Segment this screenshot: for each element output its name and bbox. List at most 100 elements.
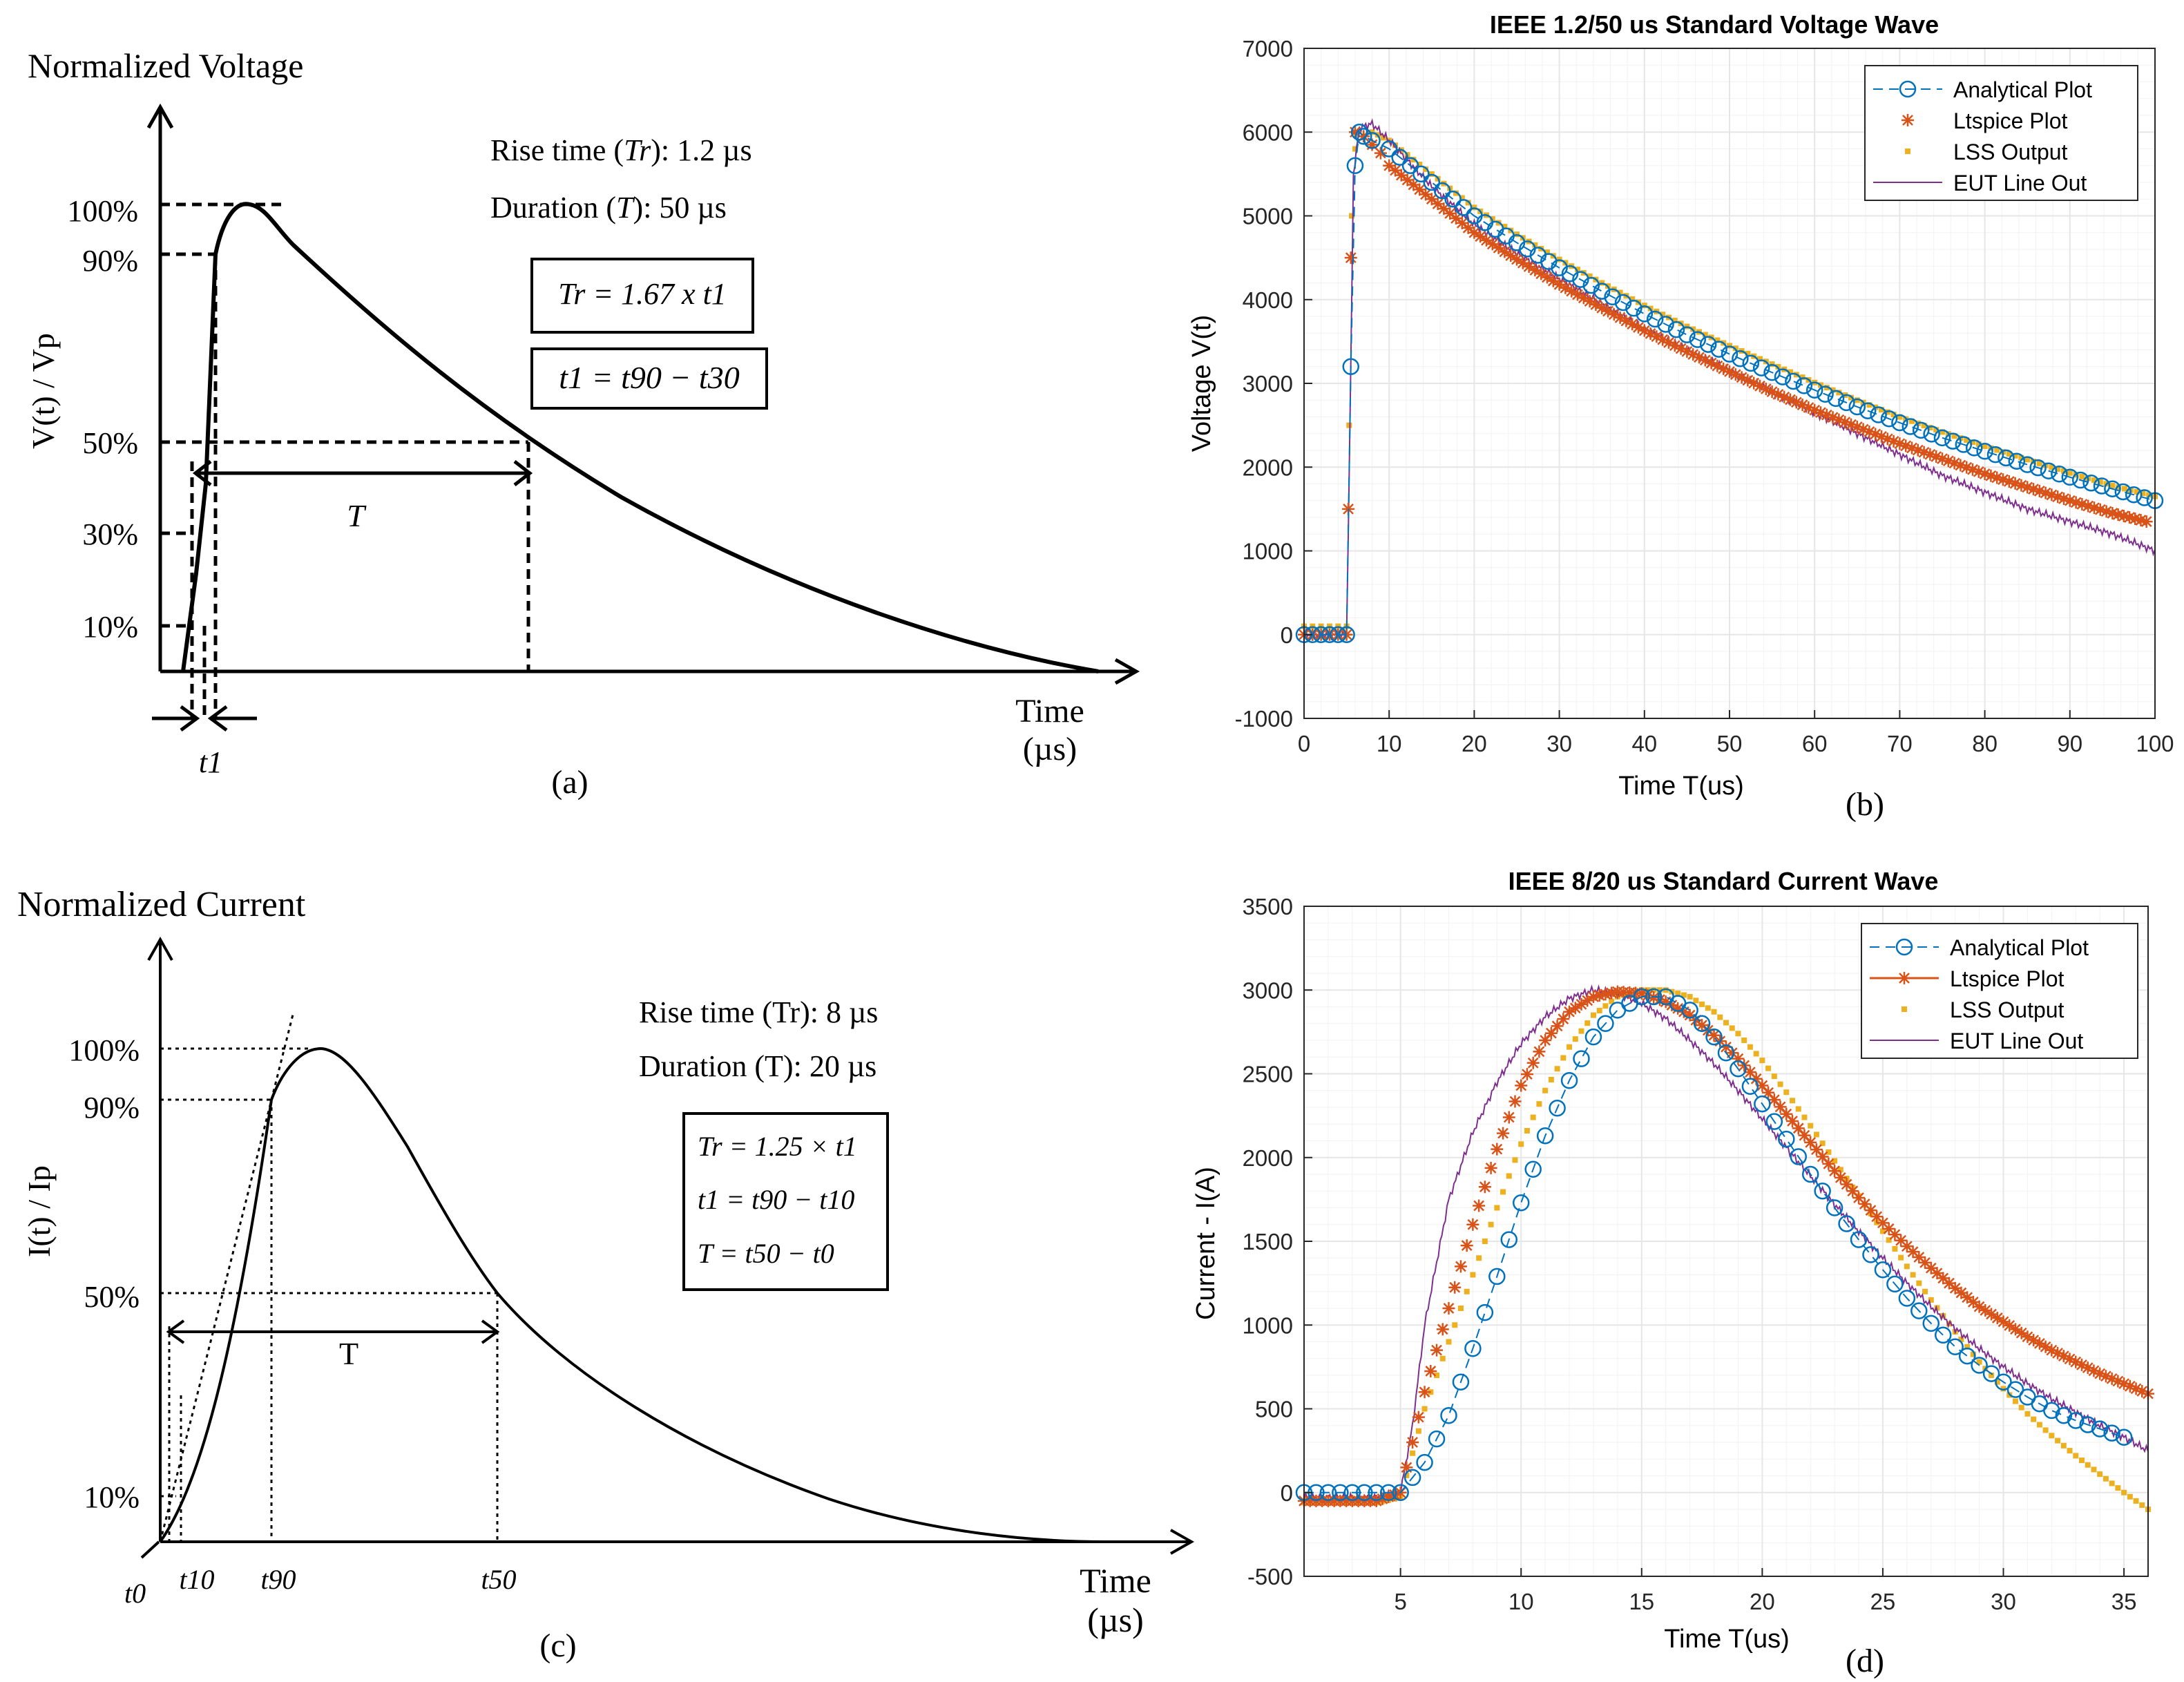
data-point bbox=[2081, 1361, 2094, 1375]
data-point bbox=[1565, 285, 1578, 298]
panel-a-formula-1: Tr = 1.67 x t1 bbox=[558, 277, 727, 311]
data-point bbox=[1810, 1143, 1823, 1156]
data-point bbox=[1795, 1106, 1801, 1112]
data-point bbox=[1975, 441, 1982, 447]
data-point bbox=[1340, 628, 1353, 641]
panel-c-guides bbox=[159, 1011, 499, 1542]
data-point bbox=[1982, 443, 1988, 449]
y-tick-label: 4000 bbox=[1243, 287, 1293, 313]
data-point bbox=[1549, 1099, 1566, 1117]
data-point bbox=[1965, 439, 1983, 457]
series-line bbox=[1304, 995, 2125, 1493]
data-point bbox=[1657, 316, 1674, 333]
data-point bbox=[2125, 486, 2143, 504]
data-point bbox=[1930, 450, 1943, 463]
data-point bbox=[1921, 422, 1927, 428]
panel-c-y-label: I(t) / Ip bbox=[21, 1165, 57, 1257]
data-point bbox=[1687, 993, 1693, 1000]
data-point bbox=[1747, 1044, 1753, 1050]
data-point bbox=[1656, 333, 1669, 346]
panel-a-ytick-30: 30% bbox=[82, 517, 138, 551]
data-point bbox=[1790, 1098, 1796, 1104]
panel-c-formula-box bbox=[682, 1112, 889, 1291]
panel-a-x-arrow bbox=[1114, 658, 1140, 685]
data-point bbox=[1356, 1484, 1373, 1501]
data-point bbox=[1754, 1095, 1771, 1113]
data-point bbox=[2103, 1424, 2120, 1442]
data-point bbox=[1970, 439, 1975, 446]
legend-label: LSS Output bbox=[1953, 140, 2068, 164]
data-point bbox=[1880, 410, 1898, 428]
data-point bbox=[1786, 1115, 1799, 1128]
data-point bbox=[1745, 350, 1751, 356]
data-point bbox=[1573, 1050, 1590, 1067]
y-tick-label: 0 bbox=[1281, 622, 1293, 648]
data-point bbox=[1423, 166, 1428, 172]
data-point bbox=[1742, 354, 1760, 372]
data-point bbox=[1859, 402, 1877, 419]
data-point bbox=[1653, 993, 1666, 1006]
data-point bbox=[2082, 499, 2095, 513]
legend-item: Ltspice Plot bbox=[1870, 966, 2065, 991]
data-point bbox=[1613, 311, 1627, 324]
data-point bbox=[1423, 173, 1441, 191]
chart-b-ticks: 0 10 20 30 40 50 60 70 80 90 100-10000100020003000… bbox=[1235, 36, 2174, 756]
data-point bbox=[1563, 1005, 1576, 1018]
y-tick-label: 3500 bbox=[1243, 894, 1293, 919]
data-point bbox=[2006, 451, 2012, 457]
data-point bbox=[1665, 999, 1678, 1012]
data-point bbox=[1707, 1029, 1721, 1042]
panel-a-caption: (a) bbox=[551, 764, 588, 801]
data-point bbox=[2127, 1493, 2133, 1500]
data-point bbox=[1454, 1260, 1467, 1273]
data-point bbox=[1857, 423, 1870, 436]
panel-c-t50-label: t50 bbox=[481, 1564, 516, 1595]
data-point bbox=[1891, 414, 1908, 432]
y-tick-label: 1000 bbox=[1243, 1312, 1293, 1338]
chart-d-current-wave: IEEE 8/20 us Standard Current Wave 5 10 15… bbox=[1191, 867, 2154, 1679]
data-point bbox=[1874, 1261, 1892, 1279]
x-tick-label: 30 bbox=[1546, 731, 1572, 756]
data-point bbox=[1942, 1277, 1955, 1290]
panel-c-current-curve bbox=[159, 1047, 1106, 1543]
data-point bbox=[1998, 449, 2015, 467]
data-point bbox=[1506, 1173, 1512, 1179]
data-point bbox=[1587, 990, 1600, 1003]
data-point bbox=[1840, 1178, 1853, 1191]
data-point bbox=[2094, 1367, 2107, 1380]
data-point bbox=[1765, 1065, 1772, 1071]
panel-a-guides bbox=[160, 202, 530, 718]
data-point bbox=[1424, 1364, 1437, 1377]
data-point bbox=[1774, 1100, 1787, 1114]
data-point bbox=[1480, 233, 1493, 247]
data-point bbox=[1605, 986, 1618, 1000]
data-point bbox=[1976, 1359, 1982, 1365]
data-point bbox=[1910, 1302, 1928, 1319]
data-point bbox=[1683, 1009, 1696, 1022]
data-point bbox=[1875, 430, 1888, 443]
data-point bbox=[1633, 988, 1651, 1006]
data-point bbox=[1890, 412, 1897, 418]
data-point bbox=[1578, 1028, 1584, 1034]
data-point bbox=[1410, 1450, 1416, 1456]
data-point bbox=[1338, 626, 1355, 643]
data-point bbox=[1774, 368, 1792, 385]
data-point bbox=[1817, 385, 1834, 403]
data-point bbox=[1966, 463, 1979, 476]
data-point bbox=[2040, 462, 2058, 479]
data-point bbox=[1895, 1234, 1908, 1247]
series-eut-line-out bbox=[1303, 984, 2149, 1504]
data-point bbox=[1466, 1218, 1479, 1231]
data-point bbox=[1837, 1167, 1843, 1173]
data-point bbox=[1457, 1306, 1464, 1311]
data-point bbox=[1777, 1081, 1783, 1087]
panel-c-t0-label: t0 bbox=[124, 1578, 146, 1609]
data-point bbox=[2055, 466, 2061, 472]
data-point bbox=[2078, 1458, 2085, 1464]
panel-a-voltage-curve bbox=[181, 202, 1099, 673]
data-point bbox=[2076, 497, 2089, 510]
data-point bbox=[2134, 488, 2140, 495]
data-point bbox=[1899, 439, 1913, 452]
data-point bbox=[1515, 1079, 1528, 1092]
legend-label: LSS Output bbox=[1950, 997, 2065, 1022]
